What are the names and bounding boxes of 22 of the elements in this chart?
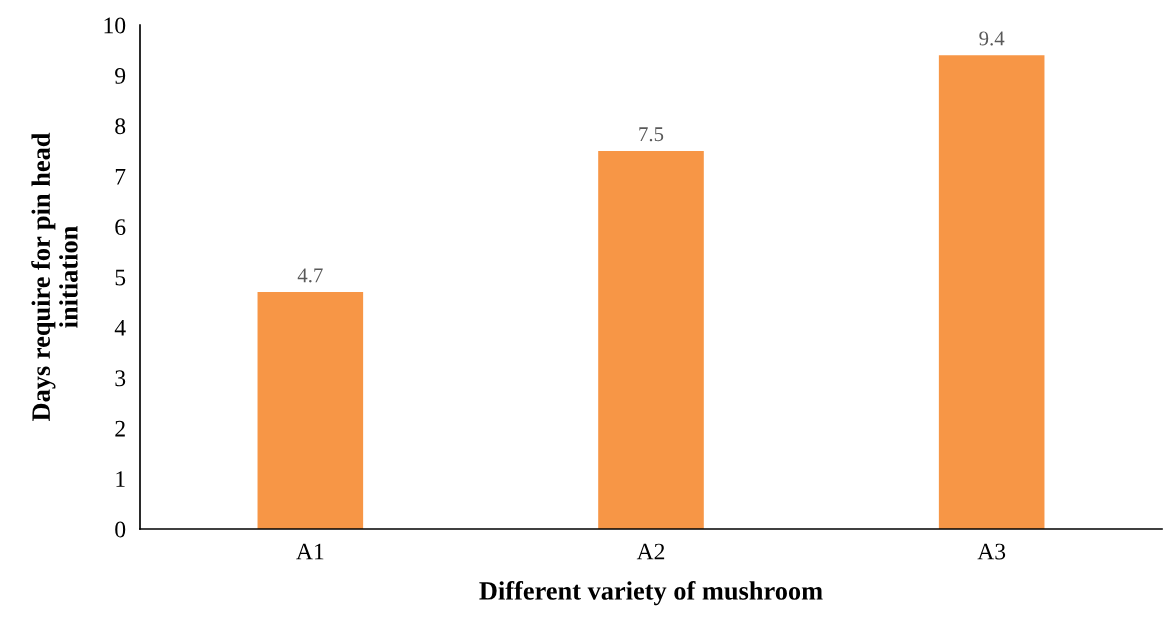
bar [938,55,1045,529]
data-label: 4.7 [297,268,323,283]
y-tick-label: 8 [115,118,126,135]
x-axis-title: Different variety of mushroom [479,580,823,606]
y-tick-label: 1 [116,471,125,487]
y-tick-label: 7 [115,168,126,185]
y-tick-label: 9 [115,67,126,84]
y-tick-label: 6 [115,219,126,236]
x-tick-label: A2 [636,543,665,560]
y-axis-title: Days require for pin head initiation [31,132,78,421]
y-tick-label: 0 [115,521,126,538]
y-tick-label: 10 [104,17,126,34]
data-label: 7.5 [639,127,664,142]
y-tick-label: 4 [114,320,126,336]
data-label: 9.4 [979,31,1005,46]
bar [598,151,704,529]
y-tick-label: 2 [115,420,125,437]
bar [257,292,364,529]
y-tick-label: 5 [115,269,126,286]
x-tick-label: A3 [977,543,1006,560]
x-tick-label: A1 [296,543,324,560]
y-tick-label: 3 [115,370,126,387]
